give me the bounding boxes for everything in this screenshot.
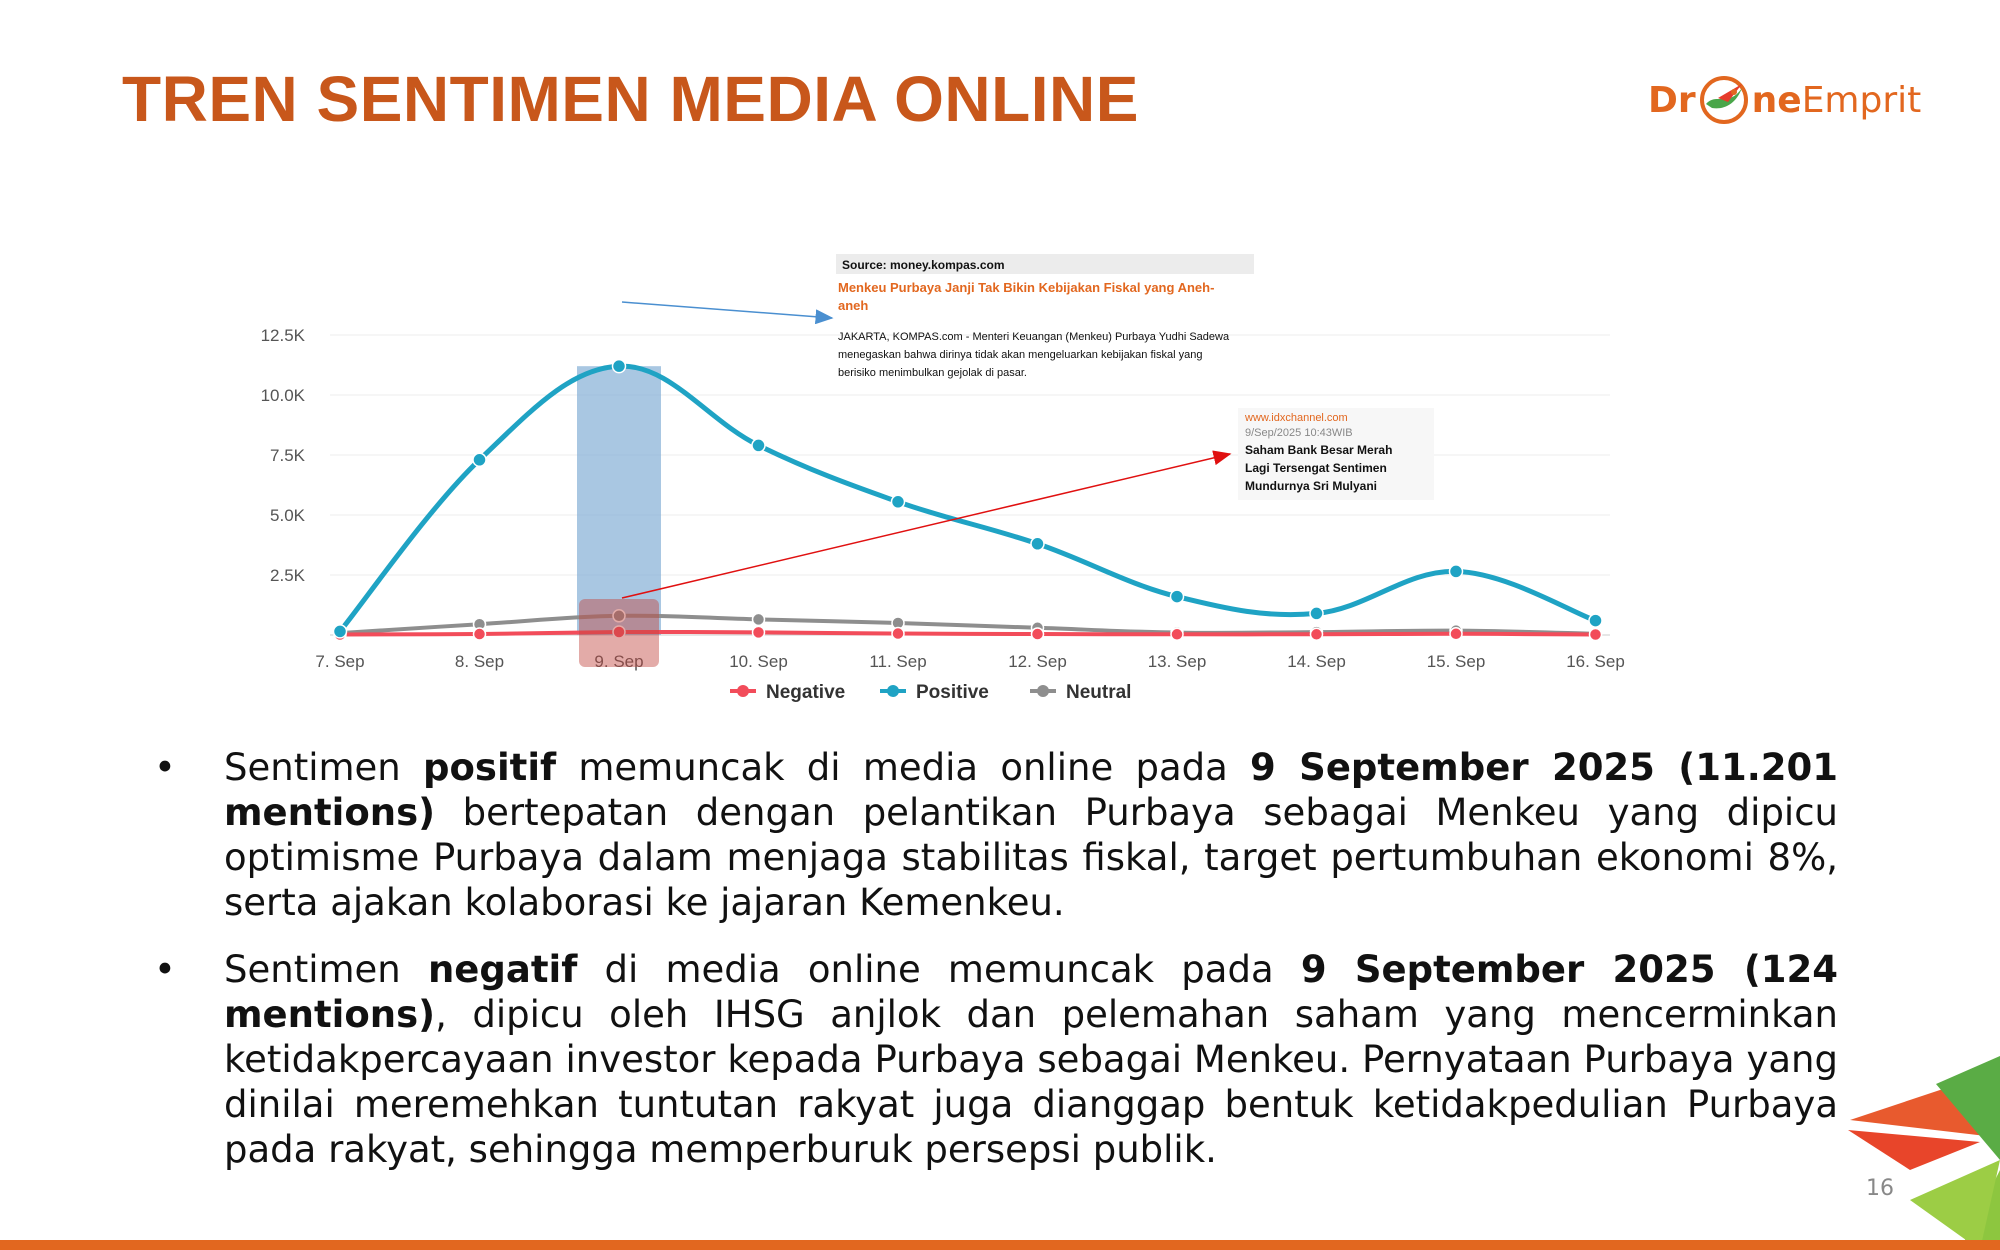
legend-label-neutral[interactable]: Neutral	[1066, 682, 1131, 703]
legend-label-positive[interactable]: Positive	[916, 682, 989, 703]
data-point-negative-7[interactable]	[1309, 627, 1324, 642]
annotation-kompas-body-1: JAKARTA, KOMPAS.com - Menteri Keuangan (…	[838, 331, 1230, 343]
series-line-neutral	[338, 613, 1598, 636]
annotation-kompas-headline-1: Menkeu Purbaya Janji Tak Bikin Kebijakan…	[838, 280, 1214, 295]
x-tick-label: 12. Sep	[1008, 652, 1067, 671]
x-tick-label: 7. Sep	[315, 652, 364, 671]
logo-text-part3: Emprit	[1801, 79, 1922, 121]
bullet-text: Sentimen	[224, 948, 428, 991]
annotation-idx-headline-2: Lagi Tersengat Sentimen	[1245, 461, 1387, 475]
data-point-positive-0[interactable]	[332, 624, 348, 639]
legend-marker-negative	[737, 685, 749, 697]
annotation-idx-bg	[1238, 408, 1434, 500]
data-point-positive-8[interactable]	[1448, 564, 1464, 579]
data-point-positive-3[interactable]	[751, 438, 766, 453]
annotation-kompas-body-3: berisiko menimbulkan gejolak di pasar.	[838, 367, 1027, 379]
x-tick-label: 11. Sep	[869, 652, 926, 671]
data-point-negative-4[interactable]	[891, 626, 905, 641]
data-point-negative-6[interactable]	[1170, 627, 1184, 642]
annotation-idxchannel: www.idxchannel.com 9/Sep/2025 10:43WIB S…	[1238, 408, 1434, 500]
legend-label-negative[interactable]: Negative	[766, 682, 845, 703]
bullet-text: memuncak di media online pada	[556, 746, 1251, 789]
logo-text-part2: ne	[1751, 79, 1802, 121]
annotation-idx-headline-3: Mundurnya Sri Mulyani	[1245, 479, 1377, 493]
x-tick-label: 9. Sep	[594, 652, 643, 671]
annotation-kompas-source: Source: money.kompas.com	[842, 258, 1005, 272]
data-point-negative-8[interactable]	[1449, 627, 1463, 641]
bullet-marker: •	[154, 948, 176, 991]
data-point-neutral-2[interactable]	[612, 609, 626, 623]
x-tick-label: 15. Sep	[1427, 652, 1486, 671]
drone-emprit-bird-icon	[1699, 76, 1748, 124]
bullet-positive: • Sentimen positif memuncak di media onl…	[150, 745, 1838, 925]
y-tick-label: 5.0K	[270, 506, 306, 525]
bullet-marker: •	[154, 746, 176, 789]
data-point-negative-1[interactable]	[472, 627, 487, 641]
data-point-positive-9[interactable]	[1588, 613, 1603, 628]
annotation-idx-headline-1: Saham Bank Besar Merah	[1245, 443, 1392, 457]
data-point-positive-7[interactable]	[1309, 606, 1324, 621]
data-point-positive-2[interactable]	[611, 358, 627, 374]
decor-red-shape	[1848, 1130, 1980, 1170]
page-number: 16	[1866, 1176, 1894, 1201]
y-tick-label: 7.5K	[270, 446, 306, 465]
bullet-bold: positif	[423, 746, 557, 789]
bullet-bold: 9 September 2025 (11.201 mentions)	[224, 746, 1838, 834]
data-point-positive-5[interactable]	[1030, 536, 1045, 552]
y-tick-label: 10.0K	[261, 386, 306, 405]
bullet-bold: negatif	[427, 948, 578, 991]
data-point-positive-4[interactable]	[890, 494, 906, 510]
x-tick-label: 10. Sep	[729, 652, 788, 671]
highlight-negative-box	[579, 599, 659, 667]
bottom-accent-bar	[0, 1240, 2000, 1250]
logo-text-part1: Dr	[1648, 79, 1696, 121]
data-point-negative-9[interactable]	[1588, 627, 1603, 642]
x-tick-label: 8. Sep	[455, 652, 504, 671]
decor-green-shape	[1936, 1056, 2000, 1160]
y-tick-label: 2.5K	[270, 566, 306, 585]
bullet-text: Sentimen	[224, 746, 424, 789]
bullet-negative: • Sentimen negatif di media online memun…	[150, 947, 1838, 1172]
data-point-neutral-3[interactable]	[751, 612, 766, 627]
drone-emprit-logo: Dr ne Emprit	[1648, 70, 1921, 130]
annotation-kompas-headline-2: aneh	[838, 298, 868, 313]
data-point-negative-2[interactable]	[612, 625, 626, 639]
highlight-band-9-sep	[577, 366, 661, 635]
data-point-positive-1[interactable]	[472, 452, 487, 468]
annotation-idx-arrow	[621, 450, 1232, 599]
annotation-idx-timestamp: 9/Sep/2025 10:43WIB	[1245, 427, 1353, 439]
annotation-kompas-arrow	[621, 301, 834, 325]
annotation-idx-source: www.idxchannel.com	[1244, 412, 1348, 424]
bullet-text: bertepatan dengan pelantikan Purbaya seb…	[224, 791, 1838, 924]
legend-marker-positive	[887, 685, 899, 697]
sentiment-trend-chart: 2.5K 5.0K 7.5K 10.0K 12.5K 7. Sep 8. Sep 9. Se…	[261, 254, 1625, 703]
bullet-text: di media online memuncak pada	[577, 948, 1301, 991]
data-point-negative-3[interactable]	[751, 625, 766, 640]
bullet-bold: 9 September 2025 (124 mentions)	[224, 948, 1838, 1036]
bullet-text: , dipicu oleh IHSG anjlok dan pelemahan …	[224, 993, 1838, 1171]
annotation-kompas: Source: money.kompas.com Menkeu Purbaya …	[836, 254, 1254, 379]
series-line-positive	[337, 363, 1598, 634]
page-title: TREN SENTIMEN MEDIA ONLINE	[122, 63, 1139, 135]
x-tick-label: 13. Sep	[1148, 652, 1207, 671]
decor-lime-shape	[1910, 1160, 2000, 1250]
data-point-negative-5[interactable]	[1030, 627, 1045, 641]
series-line-negative	[338, 629, 1598, 637]
annotation-kompas-source-bg	[836, 254, 1254, 274]
decorative-leaf-shapes	[1848, 1056, 2000, 1250]
y-tick-label: 12.5K	[261, 326, 306, 345]
data-point-positive-6[interactable]	[1169, 589, 1185, 604]
insight-bullets: • Sentimen positif memuncak di media onl…	[150, 745, 1838, 1194]
annotation-kompas-body-2: menegaskan bahwa dirinya tidak akan meng…	[838, 349, 1202, 361]
x-tick-label: 14. Sep	[1287, 652, 1346, 671]
x-tick-label: 16. Sep	[1566, 652, 1625, 671]
legend-marker-neutral	[1037, 685, 1049, 697]
